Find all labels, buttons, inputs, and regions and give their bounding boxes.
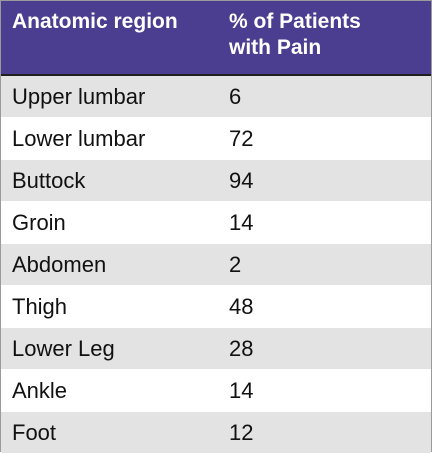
percent-cell: 28 <box>229 335 254 361</box>
table-row: Buttock 94 <box>1 159 431 201</box>
region-cell: Buttock <box>12 167 86 193</box>
percent-cell: 72 <box>229 125 254 151</box>
percent-cell: 94 <box>229 167 254 193</box>
percent-cell: 48 <box>229 293 254 319</box>
table-header: Anatomic region % of Patients with Pain <box>1 1 431 76</box>
header-percent-line1: % of Patients <box>229 10 361 33</box>
region-cell: Groin <box>12 209 66 235</box>
header-percent-line2: with Pain <box>229 36 322 60</box>
region-cell: Ankle <box>12 377 68 403</box>
percent-cell: 14 <box>229 377 254 403</box>
percent-cell: 6 <box>229 83 242 109</box>
table-row: Groin 14 <box>1 201 431 243</box>
header-percent-patients: % of Patients with Pain <box>219 1 431 74</box>
table-row: Lower lumbar 72 <box>1 117 431 159</box>
table-body: Upper lumbar 6 Lower lumbar 72 Buttock 9… <box>1 76 431 453</box>
region-cell: Thigh <box>12 293 68 319</box>
percent-cell: 12 <box>229 419 254 445</box>
percent-cell: 14 <box>229 209 254 235</box>
region-cell: Upper lumbar <box>12 83 146 109</box>
table-row: Upper lumbar 6 <box>1 76 431 117</box>
table-row: Abdomen 2 <box>1 243 431 285</box>
table-row: Foot 12 <box>1 411 431 453</box>
region-cell: Lower lumbar <box>12 125 146 151</box>
region-cell: Abdomen <box>12 251 107 277</box>
table-row: Lower Leg 28 <box>1 327 431 369</box>
percent-cell: 2 <box>229 251 242 277</box>
header-anatomic-region: Anatomic region <box>12 10 178 33</box>
table-row: Ankle 14 <box>1 369 431 411</box>
region-cell: Foot <box>12 419 57 445</box>
table-row: Thigh 48 <box>1 285 431 327</box>
region-cell: Lower Leg <box>12 335 115 361</box>
